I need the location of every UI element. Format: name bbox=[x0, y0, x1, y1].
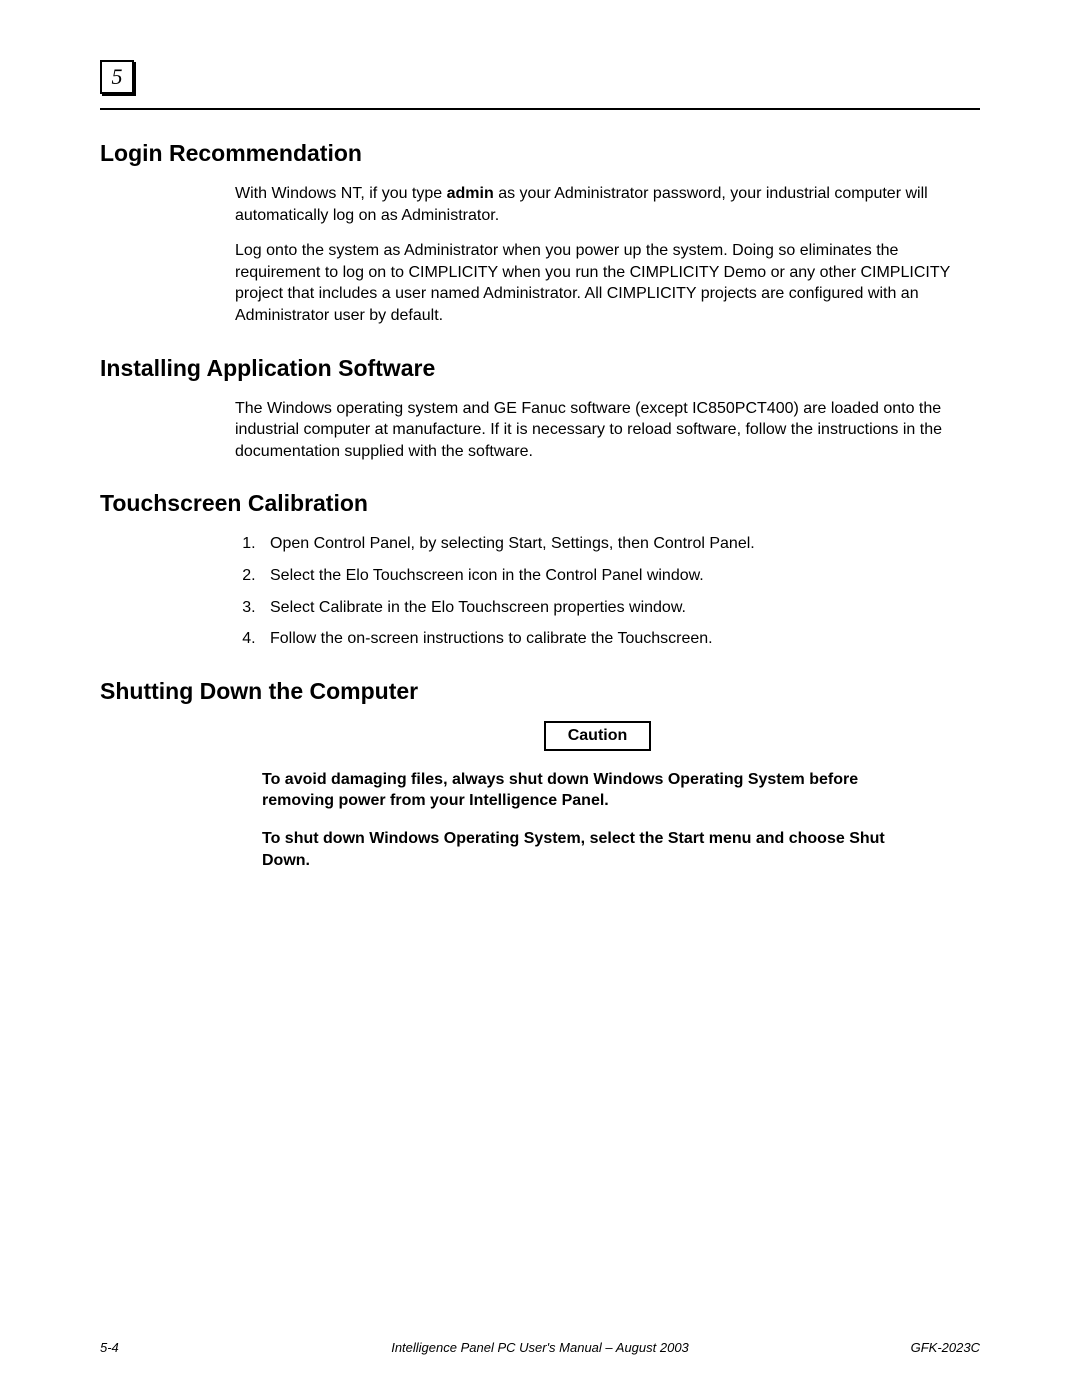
chapter-number: 5 bbox=[112, 64, 123, 90]
section-installing: Installing Application Software The Wind… bbox=[100, 355, 980, 463]
login-para1-bold: admin bbox=[447, 185, 494, 202]
touchscreen-steps: Open Control Panel, by selecting Start, … bbox=[260, 533, 960, 649]
header-rule bbox=[100, 108, 980, 110]
section-login: Login Recommendation With Windows NT, if… bbox=[100, 140, 980, 327]
list-item: Follow the on-screen instructions to cal… bbox=[260, 628, 960, 650]
section-heading-login: Login Recommendation bbox=[100, 140, 980, 167]
login-para-1: With Windows NT, if you type admin as yo… bbox=[235, 183, 960, 226]
login-para-2: Log onto the system as Administrator whe… bbox=[235, 240, 960, 326]
list-item: Select Calibrate in the Elo Touchscreen … bbox=[260, 597, 960, 619]
list-item: Select the Elo Touchscreen icon in the C… bbox=[260, 565, 960, 587]
section-touchscreen: Touchscreen Calibration Open Control Pan… bbox=[100, 490, 980, 649]
installing-para-1: The Windows operating system and GE Fanu… bbox=[235, 398, 960, 463]
list-item: Open Control Panel, by selecting Start, … bbox=[260, 533, 960, 555]
footer-title: Intelligence Panel PC User's Manual – Au… bbox=[391, 1340, 689, 1355]
chapter-header: 5 bbox=[100, 60, 980, 100]
caution-label: Caution bbox=[568, 727, 628, 744]
chapter-number-box: 5 bbox=[100, 60, 134, 94]
section-heading-installing: Installing Application Software bbox=[100, 355, 980, 382]
section-heading-touchscreen: Touchscreen Calibration bbox=[100, 490, 980, 517]
caution-para-1: To avoid damaging files, always shut dow… bbox=[262, 769, 930, 812]
section-shutdown: Shutting Down the Computer Caution To av… bbox=[100, 678, 980, 871]
section-heading-shutdown: Shutting Down the Computer bbox=[100, 678, 980, 705]
page-footer: 5-4 Intelligence Panel PC User's Manual … bbox=[100, 1340, 980, 1355]
caution-wrapper: Caution bbox=[235, 721, 960, 769]
footer-doc-id: GFK-2023C bbox=[911, 1340, 980, 1355]
caution-box: Caution bbox=[544, 721, 652, 751]
caution-para-2: To shut down Windows Operating System, s… bbox=[262, 828, 930, 871]
footer-page-number: 5-4 bbox=[100, 1340, 119, 1355]
login-para1-pre: With Windows NT, if you type bbox=[235, 185, 447, 202]
